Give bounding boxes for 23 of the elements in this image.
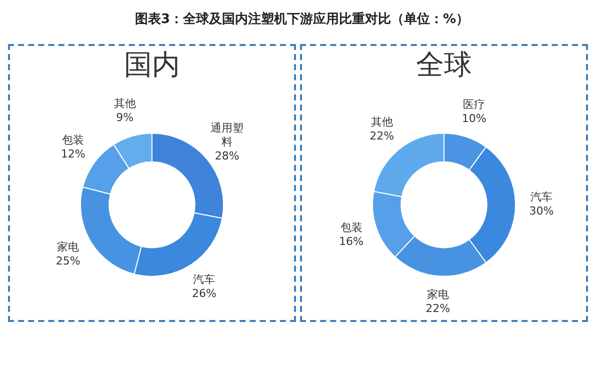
data-label: 22% bbox=[370, 130, 394, 143]
text: 图表3：全球及国内注塑机下游应用比重对比（单位：%） bbox=[134, 10, 470, 28]
slice-label: 其他 bbox=[370, 116, 393, 129]
slice-label: 家电 bbox=[426, 288, 449, 301]
slice-label: 汽车 bbox=[530, 190, 552, 204]
data-label: 28% bbox=[214, 150, 240, 163]
data-label: 16% bbox=[339, 234, 364, 248]
slice-label: 通用塑料 bbox=[210, 122, 244, 149]
slice-label: 其他 bbox=[114, 97, 136, 110]
data-label: 12% bbox=[60, 147, 86, 160]
slice-label: 医疗 bbox=[463, 98, 486, 111]
slice-label: 包装 bbox=[62, 133, 84, 146]
chart-title: 国内 bbox=[124, 48, 180, 82]
slice-label: 汽车 bbox=[193, 272, 216, 286]
data-label: 30% bbox=[529, 204, 554, 218]
data-label: 26% bbox=[192, 286, 216, 300]
data-label: 25% bbox=[56, 254, 80, 268]
slice-label: 家电 bbox=[57, 240, 80, 254]
data-label: 9% bbox=[116, 111, 134, 124]
slice-label: 包装 bbox=[340, 220, 362, 234]
data-label: 22% bbox=[426, 302, 450, 315]
chart-title: 全球 bbox=[416, 48, 472, 82]
data-label: 10% bbox=[462, 112, 486, 125]
